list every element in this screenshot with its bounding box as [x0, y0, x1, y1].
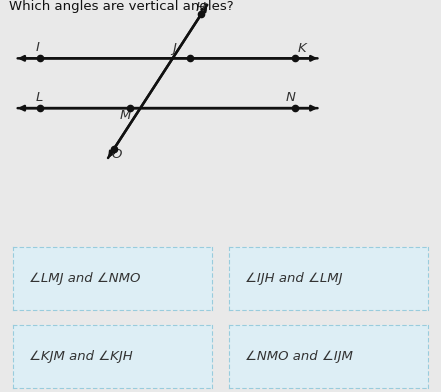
Text: J: J [172, 42, 176, 55]
Text: Which angles are vertical angles?: Which angles are vertical angles? [9, 0, 233, 13]
Text: K: K [298, 42, 306, 55]
Text: L: L [36, 91, 43, 104]
Text: I: I [36, 41, 39, 54]
Text: O: O [112, 148, 122, 161]
Text: M: M [120, 109, 131, 122]
Text: H: H [196, 1, 206, 14]
Text: N: N [286, 91, 296, 104]
Text: ∠NMO and ∠IJM: ∠NMO and ∠IJM [245, 350, 353, 363]
Text: ∠IJH and ∠LMJ: ∠IJH and ∠LMJ [245, 272, 343, 285]
Text: ∠KJM and ∠KJH: ∠KJM and ∠KJH [29, 350, 133, 363]
Text: ∠LMJ and ∠NMO: ∠LMJ and ∠NMO [29, 272, 141, 285]
